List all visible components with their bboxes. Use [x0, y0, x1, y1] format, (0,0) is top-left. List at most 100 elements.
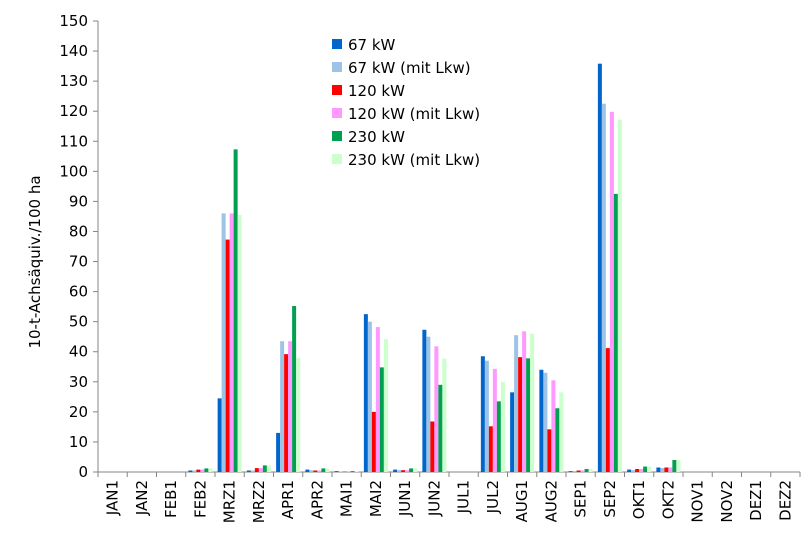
legend-label: 67 kW	[348, 36, 396, 54]
bar	[676, 460, 680, 472]
bar	[218, 398, 222, 472]
x-tick-label: JAN1	[104, 480, 122, 516]
x-tick-label: MRZ1	[221, 480, 239, 523]
bar	[234, 149, 238, 472]
bar	[288, 341, 292, 472]
y-tick-label: 90	[69, 192, 88, 210]
bar	[672, 460, 676, 472]
bar	[577, 470, 581, 472]
bar	[259, 468, 263, 472]
bar	[514, 335, 518, 472]
bar	[192, 470, 196, 472]
bar	[226, 240, 230, 472]
x-tick-label: AUG2	[542, 480, 560, 522]
bar	[485, 361, 489, 472]
bar	[405, 470, 409, 472]
bar	[481, 356, 485, 472]
bar	[339, 471, 343, 472]
bar	[643, 467, 647, 472]
bar	[401, 470, 405, 472]
bar	[204, 468, 208, 472]
bar	[276, 433, 280, 472]
bar	[501, 382, 505, 472]
bar	[426, 337, 430, 472]
bar	[442, 359, 446, 472]
x-tick-label: MAI2	[367, 480, 385, 517]
y-axis-label: 10-t-Achsäquiv./100 ha	[26, 175, 44, 348]
bar	[384, 339, 388, 472]
legend-label: 120 kW (mit Lkw)	[348, 105, 480, 123]
bar	[188, 470, 192, 472]
x-tick-label: JUL2	[484, 480, 502, 514]
bar	[598, 64, 602, 472]
bar	[251, 470, 255, 472]
bar	[539, 370, 543, 472]
y-tick-label: 100	[59, 162, 88, 180]
bar	[618, 120, 622, 472]
bar	[493, 369, 497, 472]
x-tick-label: JAN2	[133, 480, 151, 516]
bar	[543, 373, 547, 472]
bar	[325, 468, 329, 472]
y-tick-label: 110	[59, 132, 88, 150]
bar	[321, 468, 325, 472]
bar	[372, 412, 376, 472]
legend-swatch	[332, 108, 342, 118]
bar	[255, 468, 259, 472]
x-tick-label: JUN2	[425, 480, 443, 517]
bar	[614, 194, 618, 472]
bar	[317, 470, 321, 472]
bar	[518, 357, 522, 472]
bar	[208, 468, 212, 472]
legend-label: 230 kW (mit Lkw)	[348, 151, 480, 169]
bar	[351, 471, 355, 472]
y-tick-label: 40	[69, 343, 88, 361]
y-tick-label: 70	[69, 253, 88, 271]
bar	[280, 341, 284, 472]
legend-swatch	[332, 62, 342, 72]
legend-swatch	[332, 131, 342, 141]
y-tick-label: 10	[69, 433, 88, 451]
x-tick-label: OKT1	[630, 480, 648, 519]
legend-label: 120 kW	[348, 82, 405, 100]
bar	[606, 348, 610, 472]
bar	[200, 470, 204, 472]
bar	[355, 471, 359, 472]
bar	[510, 392, 514, 472]
y-tick-label: 150	[59, 12, 88, 30]
x-tick-label: JUL1	[455, 480, 473, 514]
bar	[602, 104, 606, 472]
bar	[247, 470, 251, 472]
x-tick-label: APR1	[279, 480, 297, 519]
bar	[585, 469, 589, 472]
x-tick-label: MAI1	[338, 480, 356, 517]
bar	[656, 467, 660, 472]
bar	[647, 467, 651, 472]
bar	[422, 330, 426, 472]
bar	[631, 470, 635, 472]
bar	[526, 358, 530, 472]
bar	[380, 367, 384, 472]
x-tick-label: APR2	[308, 480, 326, 519]
bar	[559, 392, 563, 472]
bar	[313, 470, 317, 472]
y-tick-label: 20	[69, 403, 88, 421]
bar	[610, 112, 614, 472]
bar	[664, 467, 668, 472]
x-tick-label: NOV2	[718, 480, 736, 523]
x-tick-label: JUN1	[396, 480, 414, 517]
legend-label: 67 kW (mit Lkw)	[348, 59, 471, 77]
bar	[230, 213, 234, 472]
x-tick-label: MRZ2	[250, 480, 268, 523]
x-tick-label: DEZ2	[776, 480, 794, 521]
bar	[409, 468, 413, 472]
bar	[413, 468, 417, 472]
y-tick-label: 140	[59, 42, 88, 60]
y-tick-label: 30	[69, 373, 88, 391]
bar	[296, 358, 300, 472]
bar	[267, 465, 271, 472]
bar	[196, 470, 200, 472]
bar	[627, 470, 631, 472]
